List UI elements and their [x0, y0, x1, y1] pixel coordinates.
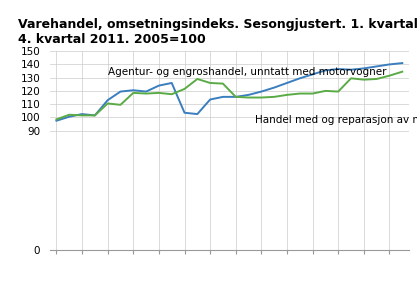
Text: Varehandel, omsetningsindeks. Sesongjustert. 1. kvartal 2005-
4. kvartal 2011. 2: Varehandel, omsetningsindeks. Sesongjust…: [18, 18, 417, 46]
Text: Handel med og reparasjon av motorvogner: Handel med og reparasjon av motorvogner: [255, 115, 417, 125]
Text: Agentur- og engroshandel, unntatt med motorvogner: Agentur- og engroshandel, unntatt med mo…: [108, 67, 386, 77]
